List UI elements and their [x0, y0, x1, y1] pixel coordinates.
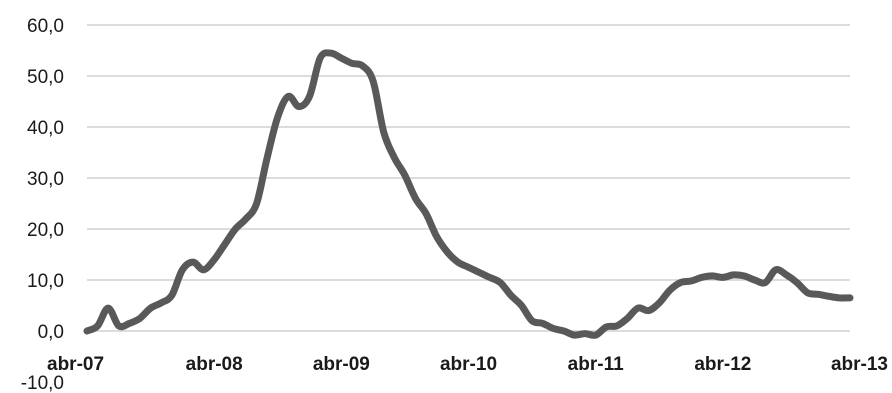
y-tick-label: 30,0 [27, 169, 64, 190]
y-tick-label: 10,0 [27, 271, 64, 292]
x-tick-label: abr-07 [47, 354, 104, 375]
x-tick-label: abr-11 [568, 354, 624, 375]
x-axis-ticks: abr-07 abr-08 abr-09 abr-10 abr-11 abr-12 abr-… [47, 354, 888, 375]
y-tick-label: 60,0 [27, 16, 64, 37]
y-tick-label: 50,0 [27, 67, 64, 88]
series-line [83, 49, 854, 339]
gridlines [87, 24, 850, 332]
x-tick-label: abr-12 [694, 354, 751, 375]
y-tick-label: 0,0 [38, 322, 64, 343]
x-tick-label: abr-10 [440, 354, 497, 375]
x-tick-label: abr-13 [831, 354, 888, 375]
series-layer [83, 49, 854, 339]
x-tick-label: abr-08 [186, 354, 243, 375]
y-tick-label: 40,0 [27, 118, 64, 139]
y-axis-ticks: -10,0 0,0 10,0 20,0 30,0 40,0 50,0 60,0 [21, 16, 64, 393]
y-tick-label: -10,0 [21, 373, 64, 393]
x-tick-label: abr-09 [313, 354, 370, 375]
y-tick-label: 20,0 [27, 220, 64, 241]
